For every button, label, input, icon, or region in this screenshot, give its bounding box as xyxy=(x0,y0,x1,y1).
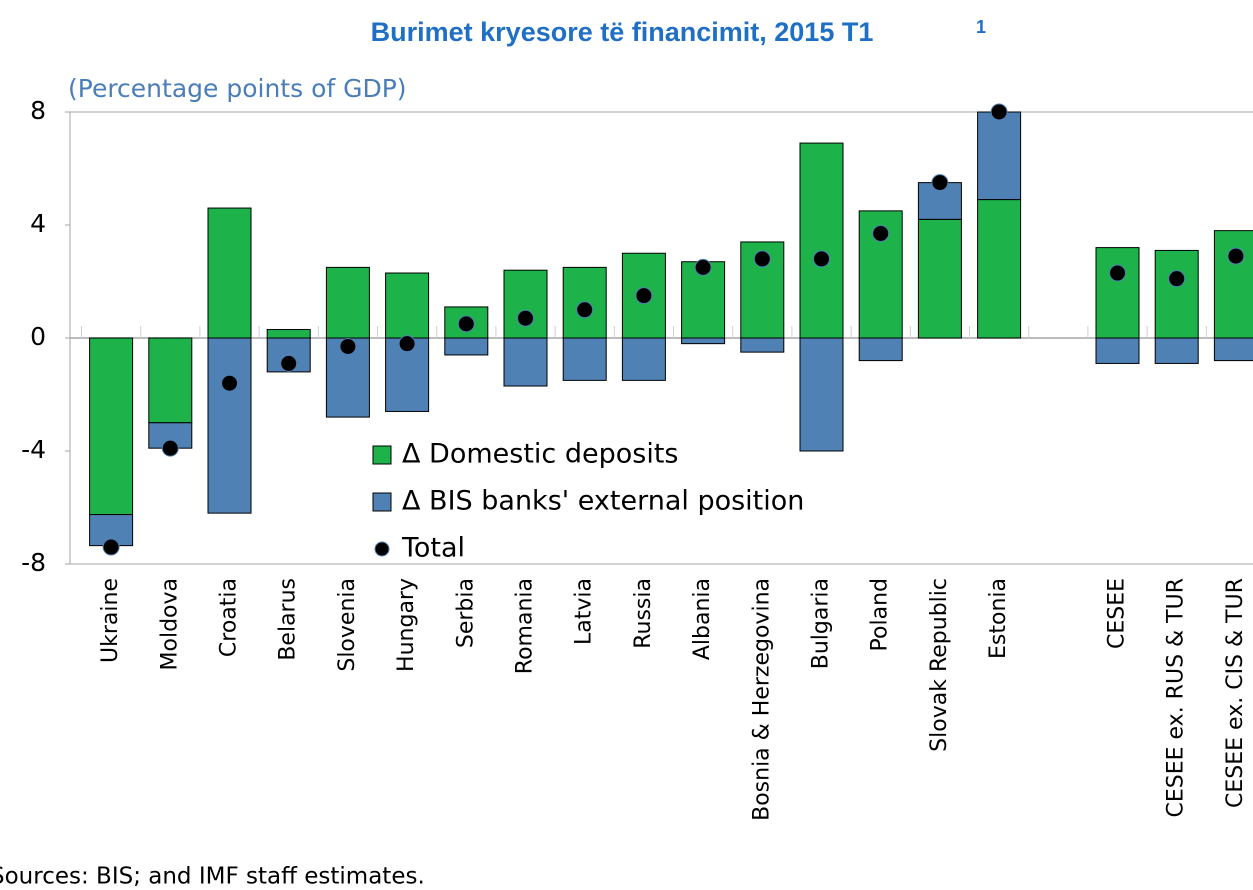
bar xyxy=(799,142,844,339)
bar xyxy=(1154,337,1199,364)
x-tick-label: CESEE ex. RUS & TUR xyxy=(1164,578,1189,818)
x-tick-label: Bulgaria xyxy=(809,578,834,669)
y-tick-label: -4 xyxy=(21,435,46,464)
bar xyxy=(503,337,548,387)
bar xyxy=(207,207,252,339)
bar xyxy=(858,337,903,362)
bar xyxy=(89,337,134,516)
total-dot xyxy=(457,315,475,333)
bar xyxy=(1213,230,1253,339)
total-dot xyxy=(753,250,771,268)
total-dot xyxy=(1168,270,1186,288)
bar xyxy=(207,337,252,514)
x-tick-label: Croatia xyxy=(217,578,242,657)
bar xyxy=(1095,337,1140,364)
legend-label: Δ BIS banks' external position xyxy=(402,486,804,517)
legend-swatch xyxy=(372,492,392,512)
x-tick-label: Albania xyxy=(690,578,715,660)
x-tick-label: Hungary xyxy=(394,578,419,672)
total-dot xyxy=(694,258,712,276)
x-tick-label: Slovenia xyxy=(335,578,360,672)
x-tick-label: Belarus xyxy=(276,578,301,661)
x-tick-label: Latvia xyxy=(572,578,597,645)
bar xyxy=(444,337,489,356)
source: Sources: BIS; and IMF staff estimates. xyxy=(0,864,425,890)
bar xyxy=(681,337,726,345)
bar xyxy=(1095,247,1140,339)
bar xyxy=(621,337,666,381)
x-tick-label: Moldova xyxy=(157,578,182,670)
bar xyxy=(977,111,1022,201)
bar xyxy=(740,337,785,353)
total-dot xyxy=(990,103,1008,121)
y-tick-label: 4 xyxy=(30,209,46,238)
total-dot xyxy=(221,374,238,392)
total-dot xyxy=(813,250,830,268)
bar xyxy=(917,218,962,339)
subtitle: (Percentage points of GDP) xyxy=(68,74,407,103)
total-dot xyxy=(398,335,416,353)
total-dot xyxy=(280,354,298,372)
x-tick-label: Ukraine xyxy=(98,578,123,663)
x-tick-label: Bosnia & Herzegovina xyxy=(749,578,774,821)
chart-title: Burimet kryesore të financimit, 2015 T1 xyxy=(371,17,874,47)
bar xyxy=(325,266,370,339)
total-dot xyxy=(161,439,179,457)
x-tick-label: Serbia xyxy=(453,578,478,648)
bar xyxy=(977,199,1022,339)
title-note: 1 xyxy=(976,17,986,37)
legend-swatch xyxy=(372,445,392,465)
x-tick-label: Slovak Republic xyxy=(927,578,952,752)
bar xyxy=(562,337,607,381)
bar xyxy=(266,329,311,339)
total-dot xyxy=(635,287,653,305)
total-dot xyxy=(339,337,357,355)
bar xyxy=(1154,249,1199,339)
legend-label: Total xyxy=(401,533,465,564)
y-tick-label: 8 xyxy=(30,96,46,125)
total-dot xyxy=(102,538,120,556)
x-tick-label: Poland xyxy=(868,578,893,651)
total-dot xyxy=(872,224,890,242)
bar xyxy=(799,337,844,452)
total-dot xyxy=(1109,264,1126,282)
y-tick-label: -8 xyxy=(21,548,46,577)
legend-label: Δ Domestic deposits xyxy=(402,439,679,470)
bar xyxy=(1213,337,1253,362)
x-tick-label: Russia xyxy=(631,578,656,649)
bar xyxy=(385,272,430,339)
x-tick-label: CESEE xyxy=(1105,578,1130,649)
total-dot xyxy=(931,174,949,192)
bar xyxy=(503,269,548,339)
x-tick-label: Romania xyxy=(513,578,538,674)
x-tick-label: CESEE ex. CIS & TUR xyxy=(1223,578,1248,808)
y-tick-label: 0 xyxy=(30,322,46,351)
total-dot xyxy=(1227,247,1245,265)
x-tick-label: Estonia xyxy=(986,578,1011,659)
bar xyxy=(148,337,193,424)
total-dot xyxy=(576,301,594,319)
legend-swatch xyxy=(374,541,390,557)
total-dot xyxy=(517,309,534,327)
